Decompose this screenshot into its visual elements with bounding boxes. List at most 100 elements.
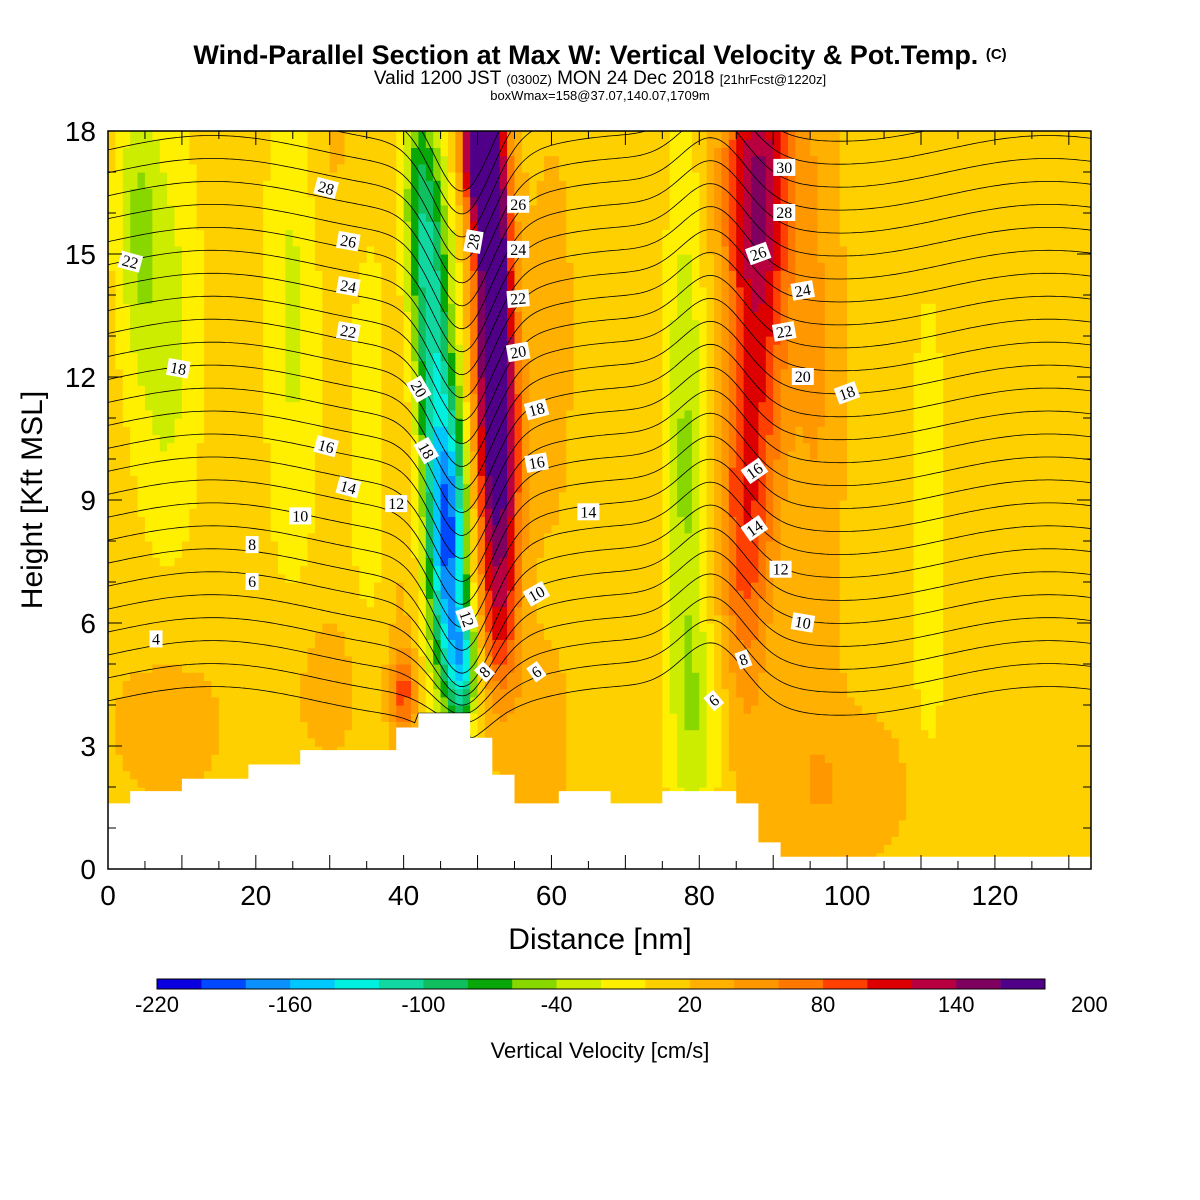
w-cell [233,729,242,739]
w-cell [314,393,323,403]
w-cell [477,139,486,148]
w-cell [189,295,198,304]
w-cell [159,204,168,214]
w-cell [440,352,449,362]
w-cell [359,467,368,476]
w-cell [462,442,471,452]
w-cell [477,360,486,370]
w-cell [248,721,257,731]
w-cell [159,262,168,271]
w-cell [167,696,176,706]
w-cell [233,286,242,296]
w-cell [159,163,168,173]
w-cell [462,221,471,230]
w-cell [314,655,323,665]
w-cell [433,393,442,403]
w-cell [189,163,198,173]
w-cell [418,696,427,706]
w-cell [196,442,205,452]
w-cell [455,286,464,296]
w-cell [218,532,227,542]
w-cell [484,147,493,157]
w-cell [381,237,390,247]
w-cell [241,262,250,271]
w-cell [396,524,405,534]
w-cell [440,500,449,509]
w-cell [292,401,301,411]
w-cell [344,614,353,624]
w-cell [366,237,375,247]
w-cell [196,336,205,345]
w-cell [226,180,235,189]
w-cell [241,565,250,575]
w-cell [115,598,124,608]
w-cell [233,401,242,411]
w-cell [492,590,501,599]
w-cell [270,344,279,353]
w-cell [233,221,242,230]
w-cell [167,532,176,542]
w-cell [433,672,442,681]
w-cell [411,270,420,280]
w-cell [218,327,227,337]
w-cell [447,664,456,673]
w-cell [403,278,412,288]
w-cell [144,713,153,722]
w-cell [115,237,124,247]
w-cell [455,180,464,189]
w-cell [204,680,213,690]
w-cell [292,639,301,649]
w-cell [477,204,486,214]
w-cell [351,623,360,632]
w-cell [403,721,412,731]
w-cell [263,221,272,230]
w-cell [337,336,346,345]
w-cell [174,639,183,649]
w-cell [233,434,242,444]
w-cell [337,614,346,624]
w-cell [403,327,412,337]
w-cell [322,336,331,345]
w-cell [211,754,220,763]
w-cell [241,180,250,189]
w-cell [433,573,442,583]
w-cell [314,401,323,411]
w-cell [462,360,471,370]
w-cell [307,303,316,312]
w-cell [307,139,316,148]
w-cell [285,286,294,296]
w-cell [137,311,146,321]
w-cell [484,163,493,173]
w-cell [300,549,309,558]
w-cell [329,508,338,517]
w-cell [344,524,353,534]
w-cell [492,434,501,444]
w-cell [455,491,464,501]
w-cell [152,229,161,239]
w-cell [396,344,405,353]
w-cell [484,639,493,649]
w-cell [137,541,146,550]
w-cell [226,459,235,468]
w-cell [484,377,493,386]
w-cell [307,680,316,690]
w-cell [122,139,131,148]
w-cell [241,762,250,772]
w-cell [270,237,279,247]
w-cell [196,434,205,444]
w-cell [462,311,471,321]
w-cell [248,606,257,616]
w-cell [447,319,456,329]
w-cell [115,254,124,263]
w-cell [189,262,198,271]
w-cell [211,237,220,247]
w-cell [425,590,434,599]
w-cell [218,516,227,526]
w-cell [447,672,456,681]
w-cell [167,770,176,780]
w-cell [233,721,242,731]
w-cell [174,401,183,411]
w-cell [115,713,124,722]
w-cell [226,254,235,263]
w-cell [204,418,213,427]
